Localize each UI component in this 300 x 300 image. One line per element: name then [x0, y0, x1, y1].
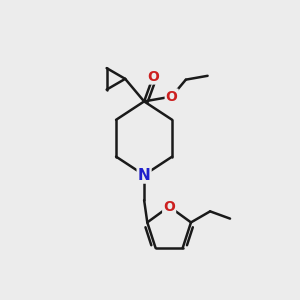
Text: O: O	[147, 70, 159, 83]
Text: O: O	[163, 200, 175, 214]
Text: O: O	[166, 90, 178, 104]
Text: N: N	[138, 167, 151, 182]
